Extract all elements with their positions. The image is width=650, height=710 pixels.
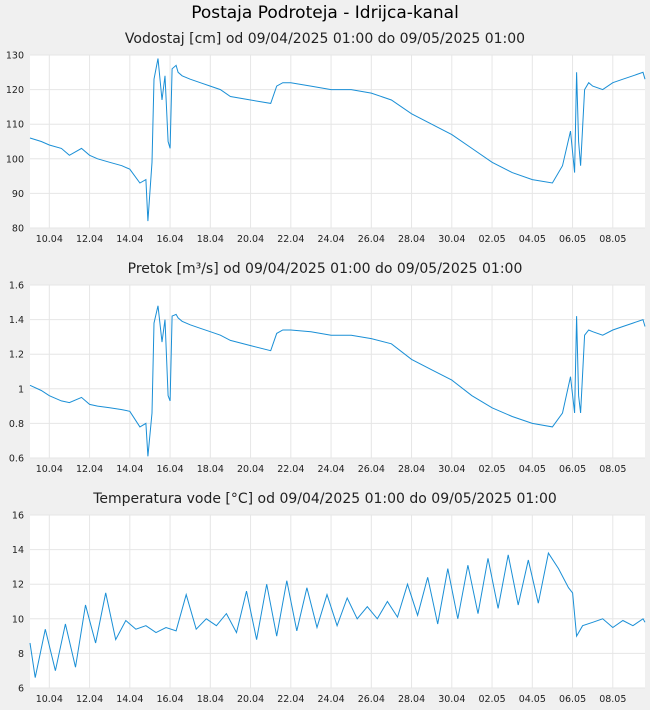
x-tick-label: 26.04 (358, 464, 385, 475)
x-tick-label: 30.04 (438, 694, 465, 705)
series-line (29, 551, 646, 678)
x-tick-label: 02.05 (478, 694, 505, 705)
x-tick-label: 12.04 (76, 234, 103, 245)
x-tick-label: 16.04 (156, 694, 183, 705)
series-line (29, 58, 646, 222)
x-tick-label: 10.04 (36, 464, 63, 475)
x-tick-label: 28.04 (398, 234, 425, 245)
x-tick-label: 22.04 (277, 234, 304, 245)
x-tick-label: 04.05 (519, 234, 546, 245)
y-tick-label: 100 (6, 154, 24, 165)
x-tick-label: 30.04 (438, 464, 465, 475)
y-tick-label: 14 (12, 545, 24, 556)
y-tick-label: 0.8 (9, 419, 24, 430)
x-tick-label: 10.04 (36, 694, 63, 705)
y-tick-label: 6 (18, 684, 24, 695)
x-tick-label: 12.04 (76, 464, 103, 475)
chart-1: 80 90 100 110 120 130 10.04 12.04 14.04 16.04 18.0… (6, 51, 646, 245)
y-tick-label: 80 (12, 224, 24, 235)
x-tick-label: 26.04 (358, 234, 385, 245)
x-tick-label: 04.05 (519, 464, 546, 475)
y-tick-label: 1 (18, 384, 24, 395)
plot-area (30, 55, 645, 228)
x-tick-label: 28.04 (398, 694, 425, 705)
x-tick-label: 16.04 (156, 464, 183, 475)
y-tick-label: 90 (12, 189, 24, 200)
series-line (29, 305, 646, 457)
x-tick-label: 24.04 (317, 234, 344, 245)
x-tick-label: 24.04 (317, 694, 344, 705)
x-tick-label: 22.04 (277, 464, 304, 475)
x-tick-label: 20.04 (237, 234, 264, 245)
chart-2-title: Pretok [m³/s] od 09/04/2025 01:00 do 09/… (127, 261, 523, 277)
x-tick-label: 18.04 (197, 234, 224, 245)
x-tick-label: 06.05 (559, 234, 586, 245)
x-tick-label: 12.04 (76, 694, 103, 705)
x-tick-label: 14.04 (116, 234, 143, 245)
x-tick-label: 26.04 (358, 694, 385, 705)
x-tick-label: 18.04 (197, 694, 224, 705)
x-tick-label: 06.05 (559, 464, 586, 475)
x-tick-label: 30.04 (438, 234, 465, 245)
y-tick-label: 1.4 (9, 315, 24, 326)
x-tick-label: 14.04 (116, 694, 143, 705)
chart-2: 0.6 0.8 1 1.2 1.4 1.6 10.04 12.04 14.04 16.04 18.0… (9, 281, 646, 475)
x-tick-label: 24.04 (317, 464, 344, 475)
chart-3: 6 8 10 12 14 16 10.04 12.04 14.04 16.04 18.04 20.04… (12, 511, 646, 705)
chart-3-title: Temperatura vode [°C] od 09/04/2025 01:0… (93, 491, 557, 507)
x-tick-label: 02.05 (478, 234, 505, 245)
x-tick-label: 08.05 (599, 694, 626, 705)
x-tick-label: 10.04 (36, 234, 63, 245)
y-tick-label: 1.2 (9, 350, 24, 361)
y-tick-label: 110 (6, 120, 24, 131)
x-tick-label: 18.04 (197, 464, 224, 475)
page-title: Postaja Podroteja - Idrijca-kanal (191, 3, 459, 23)
y-tick-label: 16 (12, 511, 24, 522)
x-tick-label: 20.04 (237, 464, 264, 475)
x-tick-label: 02.05 (478, 464, 505, 475)
x-tick-label: 20.04 (237, 694, 264, 705)
y-tick-label: 12 (12, 580, 24, 591)
y-tick-label: 1.6 (9, 281, 24, 292)
x-tick-label: 06.05 (559, 694, 586, 705)
y-tick-label: 0.6 (9, 454, 24, 465)
x-tick-label: 28.04 (398, 464, 425, 475)
x-tick-label: 04.05 (519, 694, 546, 705)
y-tick-label: 130 (6, 51, 24, 62)
chart-1-title: Vodostaj [cm] od 09/04/2025 01:00 do 09/… (124, 31, 526, 47)
x-tick-label: 08.05 (599, 234, 626, 245)
x-tick-label: 22.04 (277, 694, 304, 705)
y-tick-label: 10 (12, 614, 24, 625)
plot-area (30, 285, 645, 458)
x-tick-label: 14.04 (116, 464, 143, 475)
y-tick-label: 120 (6, 85, 24, 96)
x-tick-label: 08.05 (599, 464, 626, 475)
y-tick-label: 8 (18, 649, 24, 660)
x-tick-label: 16.04 (156, 234, 183, 245)
plot-area (30, 515, 645, 688)
